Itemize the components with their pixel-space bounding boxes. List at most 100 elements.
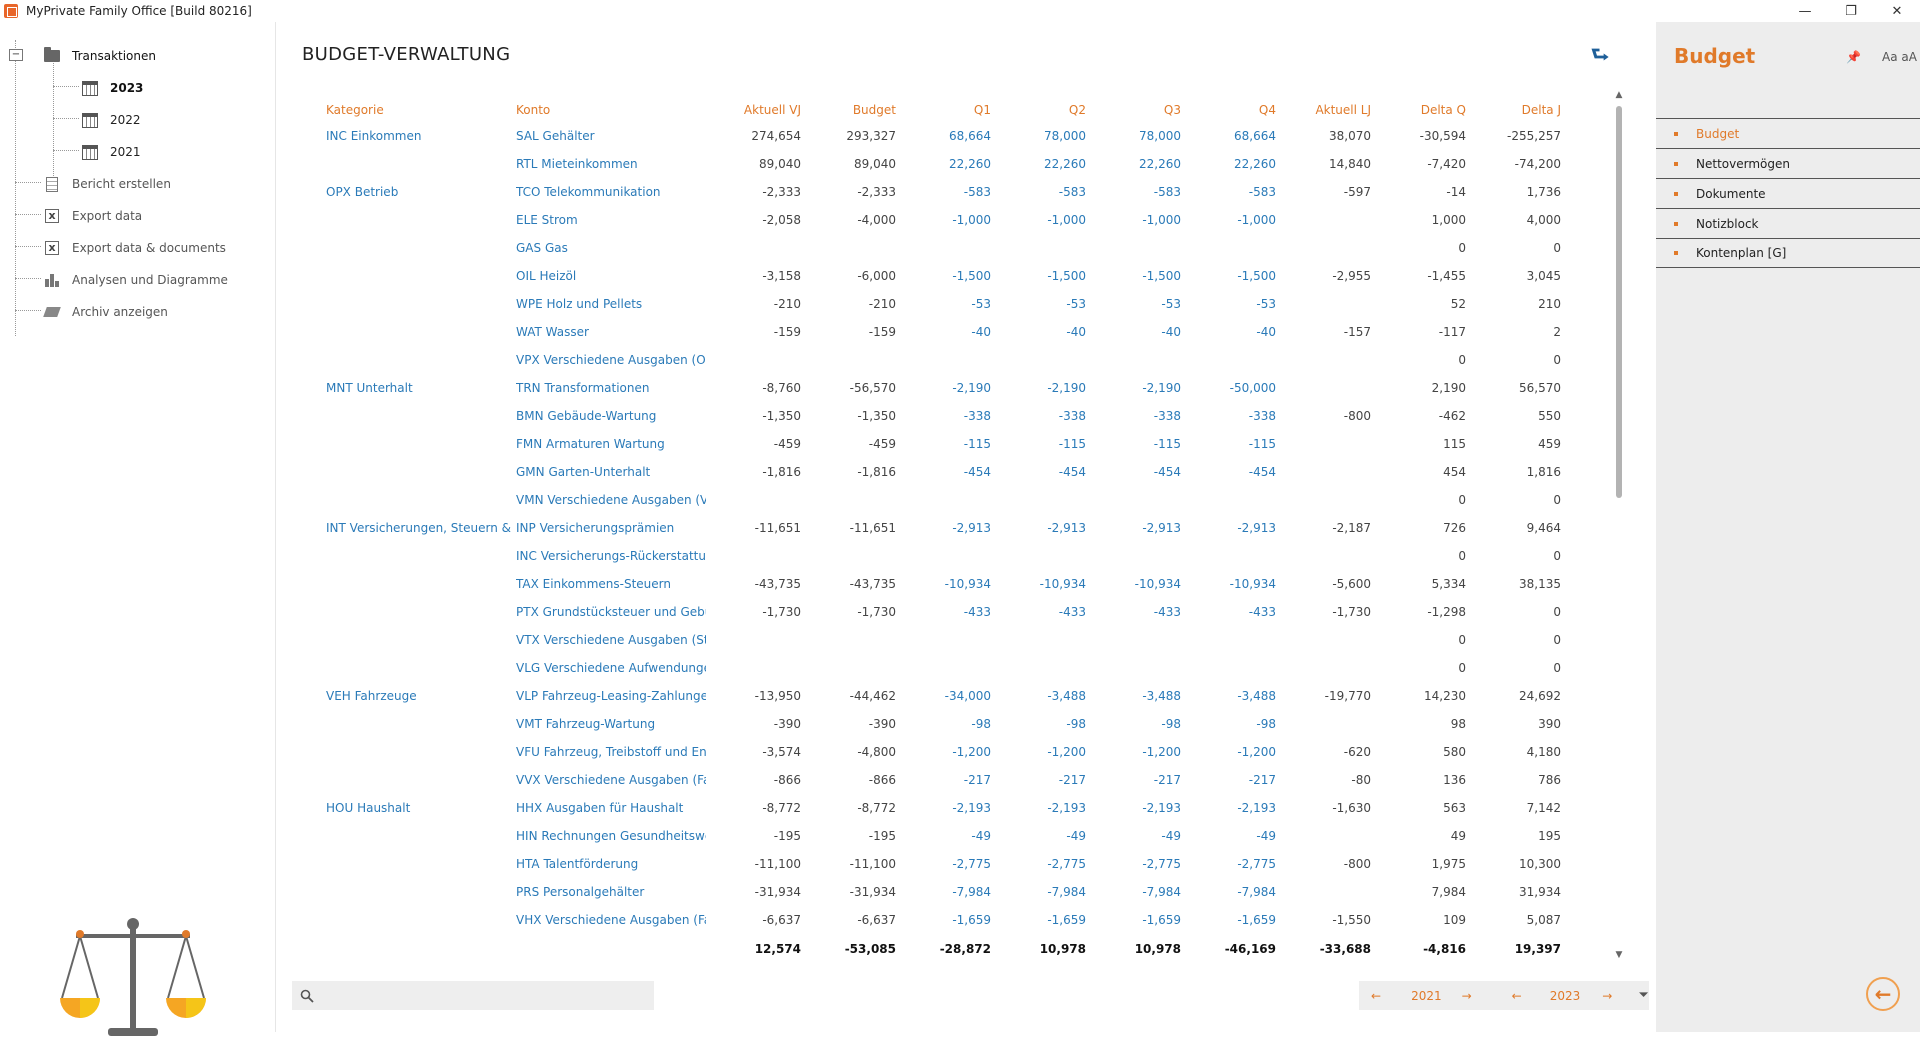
cell-q3[interactable] [1086, 346, 1181, 374]
cell-budget[interactable] [801, 346, 896, 374]
cell-q4[interactable]: -1,200 [1237, 745, 1276, 759]
cell-aktuell-vj[interactable] [706, 486, 801, 514]
table-row[interactable]: FMN Armaturen Wartung -459 -459 -115 -115 -11… [326, 430, 1561, 458]
cell-delta-q[interactable]: -117 [1438, 325, 1466, 339]
col-header-q3[interactable]: Q3 [1163, 103, 1181, 117]
cell-konto[interactable]: VMN Verschiedene Ausgaben (V [516, 493, 706, 507]
cell-q2[interactable]: -454 [1058, 465, 1086, 479]
cell-aktuell-vj[interactable]: -31,934 [754, 885, 801, 899]
table-row[interactable]: BMN Gebäude-Wartung -1,350 -1,350 -338 -338 -… [326, 402, 1561, 430]
filter-icon[interactable]: ⏷ [1638, 988, 1649, 1003]
table-row[interactable]: OIL Heizöl -3,158 -6,000 -1,500 -1,500 -1,500… [326, 262, 1561, 290]
cell-kategorie[interactable] [326, 346, 516, 374]
cell-q1[interactable] [896, 234, 991, 262]
cell-q3[interactable]: 78,000 [1139, 129, 1181, 143]
cell-q3[interactable]: -7,984 [1142, 885, 1181, 899]
cell-aktuell-vj[interactable]: 89,040 [759, 157, 801, 171]
cell-delta-q[interactable]: 454 [1443, 465, 1466, 479]
cell-kategorie[interactable]: OPX Betrieb [326, 185, 399, 199]
cell-q4[interactable]: -3,488 [1237, 689, 1276, 703]
cell-aktuell-lj[interactable] [1276, 458, 1371, 486]
cell-aktuell-lj[interactable]: -1,630 [1332, 801, 1371, 815]
cell-aktuell-vj[interactable]: -8,760 [762, 381, 801, 395]
cell-konto[interactable]: VMT Fahrzeug-Wartung [516, 717, 656, 731]
cell-kategorie[interactable] [326, 878, 516, 906]
cell-q1[interactable] [896, 654, 991, 682]
cell-q1[interactable] [896, 542, 991, 570]
cell-konto[interactable]: HHX Ausgaben für Haushalt [516, 801, 684, 815]
cell-delta-q[interactable]: 0 [1458, 633, 1466, 647]
cell-aktuell-vj[interactable]: -43,735 [754, 577, 801, 591]
cell-aktuell-vj[interactable]: -159 [773, 325, 801, 339]
table-row[interactable]: RTL Mieteinkommen 89,040 89,040 22,260 22,26… [326, 150, 1561, 178]
cell-delta-j[interactable]: 0 [1553, 493, 1561, 507]
cell-kategorie[interactable] [326, 290, 516, 318]
cell-budget[interactable]: -56,570 [849, 381, 896, 395]
search-input[interactable] [292, 981, 654, 1010]
cell-q2[interactable] [991, 234, 1086, 262]
cell-kategorie[interactable] [326, 486, 516, 514]
cell-kategorie[interactable] [326, 458, 516, 486]
cell-konto[interactable]: BMN Gebäude-Wartung [516, 409, 657, 423]
cell-kategorie[interactable] [326, 402, 516, 430]
cell-konto[interactable]: VLP Fahrzeug-Leasing-Zahlunger [516, 689, 706, 703]
cell-q4[interactable]: 68,664 [1234, 129, 1276, 143]
cell-delta-q[interactable]: -1,455 [1427, 269, 1466, 283]
table-row[interactable]: GMN Garten-Unterhalt -1,816 -1,816 -454 -454… [326, 458, 1561, 486]
cell-aktuell-lj[interactable] [1276, 542, 1371, 570]
cell-aktuell-lj[interactable] [1276, 710, 1371, 738]
cell-q1[interactable]: -2,190 [952, 381, 991, 395]
table-row[interactable]: VPX Verschiedene Ausgaben (Op 0 0 [326, 346, 1561, 374]
cell-q3[interactable] [1086, 542, 1181, 570]
cell-konto[interactable]: HTA Talentförderung [516, 857, 639, 871]
cell-delta-j[interactable]: 31,934 [1519, 885, 1561, 899]
cell-delta-q[interactable]: 7,984 [1431, 885, 1466, 899]
cell-kategorie[interactable] [326, 570, 516, 598]
cell-kategorie[interactable]: INT Versicherungen, Steuern & F [326, 521, 516, 535]
col-header-kategorie[interactable]: Kategorie [326, 103, 384, 117]
cell-budget[interactable]: -390 [868, 717, 896, 731]
cell-budget[interactable] [801, 486, 896, 514]
cell-aktuell-vj[interactable]: -11,651 [754, 521, 801, 535]
cell-delta-j[interactable]: 459 [1538, 437, 1561, 451]
cell-q1[interactable]: -338 [963, 409, 991, 423]
cell-q4[interactable]: -53 [1256, 297, 1276, 311]
cell-q4[interactable]: -433 [1248, 605, 1276, 619]
cell-q4[interactable]: -49 [1256, 829, 1276, 843]
cell-q3[interactable]: -98 [1161, 717, 1181, 731]
cell-aktuell-vj[interactable] [706, 542, 801, 570]
cell-q4[interactable]: 22,260 [1234, 157, 1276, 171]
cell-q3[interactable]: -454 [1153, 465, 1181, 479]
cell-q3[interactable]: -115 [1153, 437, 1181, 451]
cell-aktuell-vj[interactable]: -459 [773, 437, 801, 451]
cell-q2[interactable]: -115 [1058, 437, 1086, 451]
cell-q3[interactable]: -1,200 [1142, 745, 1181, 759]
cell-q2[interactable]: -217 [1058, 773, 1086, 787]
table-row[interactable]: VHX Verschiedene Ausgaben (Fa -6,637 -6,63… [326, 906, 1561, 934]
cell-konto[interactable]: TCO Telekommunikation [516, 185, 661, 199]
cell-kategorie[interactable] [326, 206, 516, 234]
cell-delta-j[interactable]: 0 [1553, 605, 1561, 619]
cell-q1[interactable]: -1,659 [952, 913, 991, 927]
cell-q3[interactable] [1086, 654, 1181, 682]
cell-kategorie[interactable]: HOU Haushalt [326, 801, 411, 815]
col-header-q1[interactable]: Q1 [973, 103, 991, 117]
cell-aktuell-lj[interactable]: -19,770 [1324, 689, 1371, 703]
cell-delta-j[interactable]: 56,570 [1519, 381, 1561, 395]
cell-delta-j[interactable]: 2 [1553, 325, 1561, 339]
cell-q2[interactable]: -3,488 [1047, 689, 1086, 703]
cell-q1[interactable]: -98 [971, 717, 991, 731]
cell-q1[interactable] [896, 626, 991, 654]
cell-delta-q[interactable]: 1,975 [1431, 857, 1466, 871]
cell-q2[interactable]: -2,193 [1047, 801, 1086, 815]
cell-aktuell-lj[interactable]: -800 [1343, 857, 1371, 871]
cell-aktuell-lj[interactable]: -1,550 [1332, 913, 1371, 927]
cell-delta-j[interactable]: -74,200 [1514, 157, 1561, 171]
cell-aktuell-vj[interactable]: -11,100 [754, 857, 801, 871]
cell-q2[interactable]: -1,000 [1047, 213, 1086, 227]
cell-konto[interactable]: VTX Verschiedene Ausgaben (Ste [516, 633, 706, 647]
panel-item-dokumente[interactable]: Dokumente [1656, 178, 1920, 208]
cell-delta-q[interactable]: -14 [1446, 185, 1466, 199]
cell-budget[interactable]: -44,462 [849, 689, 896, 703]
cell-konto[interactable]: TRN Transformationen [516, 381, 650, 395]
